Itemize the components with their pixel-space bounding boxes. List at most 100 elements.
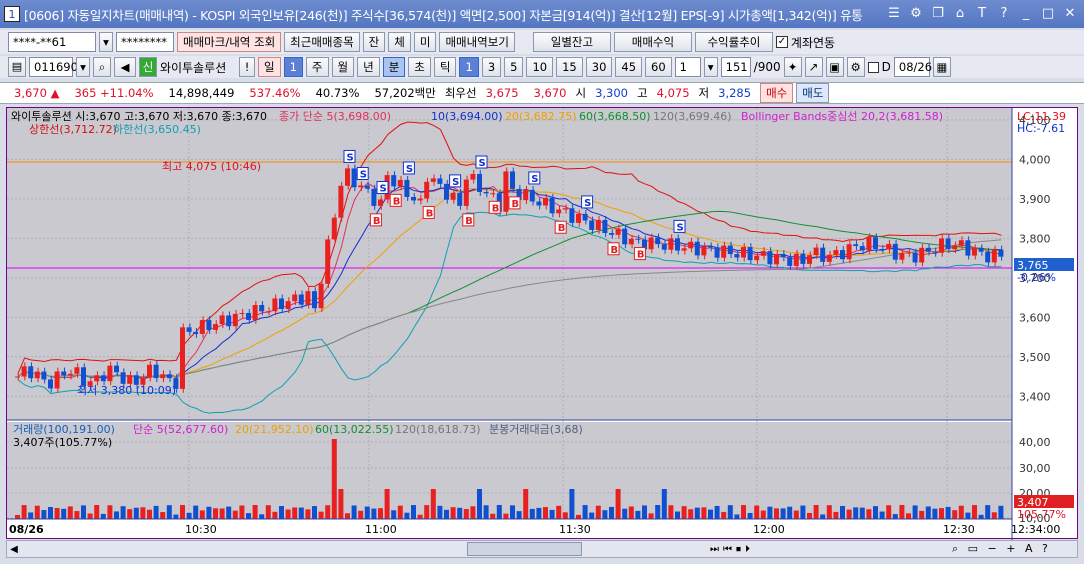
settings-icon[interactable]: ⚙	[910, 6, 922, 21]
account-link-checkbox[interactable]: ✓	[775, 36, 788, 48]
minute-1[interactable]: 1	[459, 57, 479, 77]
volume-bar	[54, 508, 60, 519]
period-tick[interactable]: 틱	[433, 57, 457, 77]
trade-history-button[interactable]: 매매내역보기	[439, 32, 515, 52]
legend-title: 와이투솔루션 시:3,670 고:3,670 저:3,670 종:3,670	[11, 110, 267, 123]
interval-dropdown-icon[interactable]: ▾	[703, 57, 718, 77]
zoom-controls[interactable]: ⌕ ▭ − + A ?	[952, 542, 1051, 555]
daily-balance-button[interactable]: 일별잔고	[532, 32, 611, 52]
sell-mark-label: S	[406, 164, 413, 175]
trade-profit-button[interactable]: 매매수익	[613, 32, 692, 52]
account-input[interactable]: ****-**61	[8, 32, 96, 52]
candle-body	[490, 193, 496, 195]
candle-body	[780, 254, 786, 258]
recent-trade-button[interactable]: 최근매매종목	[284, 32, 360, 52]
minute-30[interactable]: 30	[585, 57, 613, 77]
candle-body	[272, 298, 278, 312]
period-day[interactable]: 일	[258, 57, 281, 77]
minute-10[interactable]: 10	[526, 57, 554, 77]
period-value[interactable]: 1	[283, 57, 303, 77]
candle-body	[985, 251, 991, 263]
search-icon[interactable]: ⌕	[93, 57, 111, 77]
volume-bar	[292, 507, 298, 519]
close-icon[interactable]: ✕	[1064, 6, 1076, 21]
price-chart[interactable]: S S B S B S B S B S B B S B S B B S 4,100 4,000 3,900 3,800 3,…	[6, 107, 1078, 540]
candle-body	[714, 247, 720, 258]
candle-body	[721, 245, 727, 258]
tab-filled[interactable]: 체	[388, 32, 411, 52]
password-input[interactable]: ********	[116, 32, 174, 52]
volume-bar	[569, 489, 575, 519]
date-input[interactable]: 08/26	[893, 57, 932, 77]
minute-60[interactable]: 60	[645, 57, 672, 77]
sound-icon[interactable]: ◀	[114, 57, 136, 77]
volume-bar	[351, 505, 357, 519]
save-icon[interactable]: ▣	[825, 57, 844, 77]
buy-button[interactable]: 매수	[760, 83, 794, 103]
period-minute[interactable]: 분	[382, 57, 406, 77]
chart-scrollbar[interactable]: ◀ ⏭⏮⏹⏵ ⌕ ▭ − + A ?	[6, 540, 1078, 558]
volume-bar	[28, 512, 34, 519]
volume-bar	[510, 505, 515, 519]
candle-body	[701, 246, 707, 256]
candle-body	[972, 248, 977, 256]
restore-icon[interactable]: ❐	[932, 6, 944, 21]
period-second[interactable]: 초	[408, 57, 431, 77]
list-icon[interactable]: ☰	[888, 6, 900, 21]
layout-icon[interactable]: ▤	[8, 57, 26, 77]
tab-balance[interactable]: 잔	[362, 32, 386, 52]
buy-mark	[389, 193, 402, 207]
account-dropdown-icon[interactable]: ▾	[99, 32, 113, 52]
indicator-icon[interactable]: ✦	[783, 57, 802, 77]
volume-bar	[642, 505, 647, 519]
vol-legend-ma60: 60(13,022.55)	[315, 423, 394, 436]
gear-icon[interactable]: ⚙	[846, 57, 865, 77]
minute-15[interactable]: 15	[556, 57, 583, 77]
buy-mark-label: B	[393, 196, 401, 207]
maximize-icon[interactable]: □	[1041, 6, 1055, 21]
pin-icon[interactable]: ⌂	[955, 6, 965, 21]
calendar-icon[interactable]: ▦	[932, 57, 951, 77]
account-link-label: 계좌연동	[790, 35, 836, 50]
symbol-code-input[interactable]: 011690	[29, 57, 78, 77]
period-week[interactable]: 주	[305, 57, 329, 77]
candle-body	[892, 243, 898, 260]
vol-tick-label: 30,00	[1019, 462, 1051, 475]
turnover: 40.73%	[315, 86, 360, 100]
minimize-icon[interactable]: _	[1022, 6, 1030, 21]
current-price: 3,670 ▲	[14, 86, 60, 100]
count-total: /900	[753, 60, 781, 74]
date-checkbox[interactable]	[867, 61, 879, 73]
buy-mark	[607, 242, 620, 256]
tab-unfilled[interactable]: 미	[413, 32, 437, 52]
font-icon[interactable]: T	[978, 6, 986, 21]
scroll-left-icon[interactable]: ◀	[10, 543, 18, 555]
candle-body	[470, 173, 476, 180]
minute-5[interactable]: 5	[504, 57, 524, 77]
candle-body	[886, 243, 892, 250]
draw-icon[interactable]: ↗	[804, 57, 823, 77]
alert-icon[interactable]: !	[239, 57, 255, 77]
interval-input[interactable]: 1	[674, 57, 701, 77]
candle-body	[609, 233, 614, 235]
volume-bar	[67, 506, 73, 519]
help-icon[interactable]: ?	[1000, 6, 1008, 21]
period-year[interactable]: 년	[357, 57, 380, 77]
code-dropdown-icon[interactable]: ▾	[76, 57, 90, 77]
candle-body	[67, 373, 73, 376]
scroll-thumb[interactable]	[467, 542, 582, 556]
sell-button[interactable]: 매도	[796, 83, 830, 103]
volume-bar	[721, 511, 727, 519]
playback-controls[interactable]: ⏭⏮⏹⏵	[710, 543, 754, 555]
volume-bar	[846, 509, 852, 519]
minute-3[interactable]: 3	[481, 57, 502, 77]
last-pct-label: -0.26%	[1017, 271, 1056, 284]
return-trend-button[interactable]: 수익률추이	[694, 32, 773, 52]
period-month[interactable]: 월	[331, 57, 355, 77]
sell-mark	[343, 149, 356, 163]
count-input[interactable]: 151	[720, 57, 751, 77]
candle-body	[543, 197, 548, 206]
volume-bar	[562, 512, 568, 519]
minute-45[interactable]: 45	[615, 57, 643, 77]
trade-mark-button[interactable]: 매매마크/내역 조회	[177, 32, 282, 52]
